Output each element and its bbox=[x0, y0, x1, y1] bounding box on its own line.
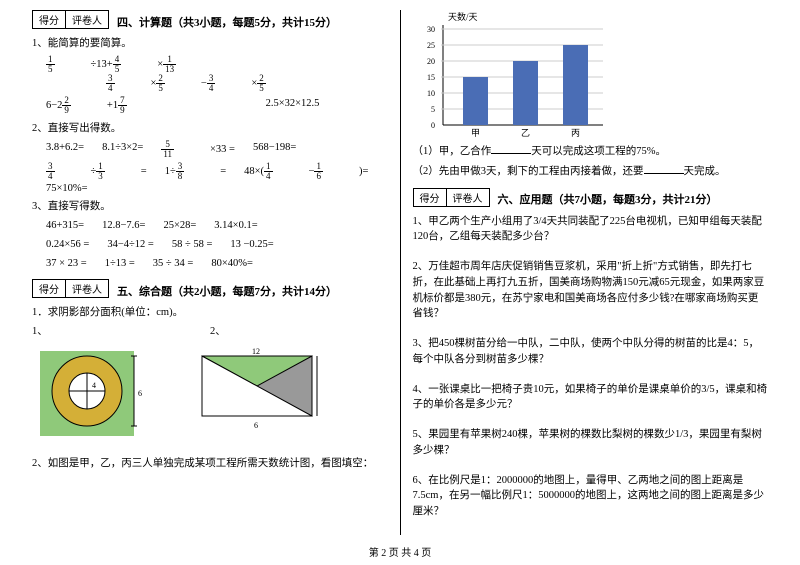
score-box: 得分 评卷人 bbox=[32, 10, 109, 29]
section5-head: 得分 评卷人 五、综合题（共2小题，每题7分，共计14分） bbox=[32, 279, 388, 302]
s4-q1-row1: 15÷13+45×113 34×25−34×25 bbox=[32, 55, 388, 93]
blank[interactable] bbox=[644, 163, 684, 174]
section4-head: 得分 评卷人 四、计算题（共3小题，每题5分，共计15分） bbox=[32, 10, 388, 33]
expr: 2.5×32×12.5 bbox=[266, 96, 320, 115]
chart-q1: （1）甲，乙合作天可以完成这项工程的75%。 bbox=[413, 143, 769, 160]
s6-q6: 6、在比例尺是1：2000000的地图上，量得甲、乙两地之间的图上距离是7.5c… bbox=[413, 473, 769, 520]
expr: 34÷13= bbox=[46, 162, 147, 181]
grader-label: 评卷人 bbox=[66, 11, 108, 28]
svg-text:10: 10 bbox=[427, 89, 435, 98]
svg-text:0: 0 bbox=[431, 121, 435, 130]
s5-q2: 2、如图是甲，乙，丙三人单独完成某项工程所需天数统计图，看图填空： bbox=[32, 456, 388, 472]
expr: 15÷13+45×113 bbox=[46, 55, 212, 74]
svg-text:30: 30 bbox=[427, 25, 435, 34]
section5-title: 五、综合题（共2小题，每题7分，共计14分） bbox=[117, 283, 337, 299]
svg-text:甲: 甲 bbox=[471, 128, 480, 138]
s6-q1: 1、甲乙两个生产小组用了3/4天共同装配了225台电视机，已知甲组每天装配120… bbox=[413, 214, 769, 246]
s6-q2: 2、万佳超市周年店庆促销销售豆浆机，采用"折上折"方式销售，即先打七折，在此基础… bbox=[413, 259, 769, 322]
s5-q1: 1．求阴影部分面积(单位：cm)。 bbox=[32, 305, 388, 321]
s4-q3-r2: 0.24×56 =34−4÷12 =58 ÷ 58 =13 −0.25= bbox=[32, 237, 388, 253]
s6-q4: 4、一张课桌比一把椅子贵10元，如果椅子的单价是课桌单价的3/5，课桌和椅子的单… bbox=[413, 382, 769, 414]
expr: 568−198= bbox=[253, 140, 296, 159]
svg-text:天数/天: 天数/天 bbox=[448, 11, 478, 22]
fig-labels: 1、 2、 bbox=[32, 324, 388, 340]
expr: 8.1÷3×2= bbox=[102, 140, 143, 159]
expr: 48×(14−16)= bbox=[244, 162, 368, 181]
page: 得分 评卷人 四、计算题（共3小题，每题5分，共计15分） 1、能简算的要简算。… bbox=[0, 0, 800, 545]
s4-q2-row2: 34÷13= 1÷38= 48×(14−16)= 75×10%= bbox=[32, 162, 388, 197]
score-box: 得分 评卷人 bbox=[413, 188, 490, 207]
s6-q5: 5、果园里有苹果树240棵，苹果树的棵数比梨树的棵数少1/3，果园里有梨树多少棵… bbox=[413, 427, 769, 459]
right-column: 天数/天 0 5 10 15 20 25 30 甲 乙 丙 （1）甲，乙合作天可… bbox=[401, 10, 781, 535]
section6-title: 六、应用题（共7小题，每题3分，共计21分） bbox=[498, 191, 718, 207]
expr: 3.8+6.2= bbox=[46, 140, 84, 159]
svg-text:15: 15 bbox=[427, 73, 435, 82]
blank[interactable] bbox=[491, 143, 531, 154]
svg-text:6: 6 bbox=[138, 389, 142, 398]
score-box: 得分 评卷人 bbox=[32, 279, 109, 298]
page-footer: 第 2 页 共 4 页 bbox=[0, 544, 800, 559]
svg-text:6: 6 bbox=[254, 421, 258, 430]
svg-text:丙: 丙 bbox=[571, 128, 580, 138]
s4-q2: 2、直接写出得数。 bbox=[32, 121, 388, 137]
svg-text:25: 25 bbox=[427, 41, 435, 50]
svg-text:12: 12 bbox=[252, 347, 260, 356]
s4-q1-row2: 6−229+179 2.5×32×12.5 bbox=[32, 96, 388, 115]
svg-text:乙: 乙 bbox=[521, 128, 530, 138]
figure-triangle: 12 6 bbox=[192, 346, 332, 436]
chart-q2: （2）先由甲做3天，剩下的工程由丙接着做，还要天完成。 bbox=[413, 163, 769, 180]
s4-q1: 1、能简算的要简算。 bbox=[32, 36, 388, 52]
expr: 1÷38= bbox=[165, 162, 226, 181]
left-column: 得分 评卷人 四、计算题（共3小题，每题5分，共计15分） 1、能简算的要简算。… bbox=[20, 10, 401, 535]
section4-title: 四、计算题（共3小题，每题5分，共计15分） bbox=[117, 14, 337, 30]
bar-chart: 天数/天 0 5 10 15 20 25 30 甲 乙 丙 bbox=[413, 10, 613, 140]
s4-q3: 3、直接写得数。 bbox=[32, 199, 388, 215]
s4-q2-row1: 3.8+6.2= 8.1÷3×2= 511×33 = 568−198= bbox=[32, 140, 388, 159]
svg-text:5: 5 bbox=[431, 105, 435, 114]
svg-text:20: 20 bbox=[427, 57, 435, 66]
figure-ring: 4 6 bbox=[32, 346, 142, 446]
s6-q3: 3、把450棵树苗分给一中队，二中队，使两个中队分得的树苗的比是4：5，每个中队… bbox=[413, 336, 769, 368]
expr: 34×25−34×25 bbox=[106, 74, 302, 93]
expr: 6−229+179 bbox=[46, 96, 163, 115]
figures: 4 6 12 6 bbox=[32, 346, 388, 446]
expr: 75×10%= bbox=[46, 181, 88, 197]
expr: 511×33 = bbox=[161, 140, 235, 159]
svg-text:4: 4 bbox=[92, 381, 96, 390]
s4-q3-r3: 37 × 23 =1÷13 =35 ÷ 34 =80×40%= bbox=[32, 256, 388, 272]
section6-head: 得分 评卷人 六、应用题（共7小题，每题3分，共计21分） bbox=[413, 188, 769, 211]
score-label: 得分 bbox=[33, 11, 66, 28]
s4-q3-r1: 46+315=12.8−7.6=25×28=3.14×0.1= bbox=[32, 218, 388, 234]
